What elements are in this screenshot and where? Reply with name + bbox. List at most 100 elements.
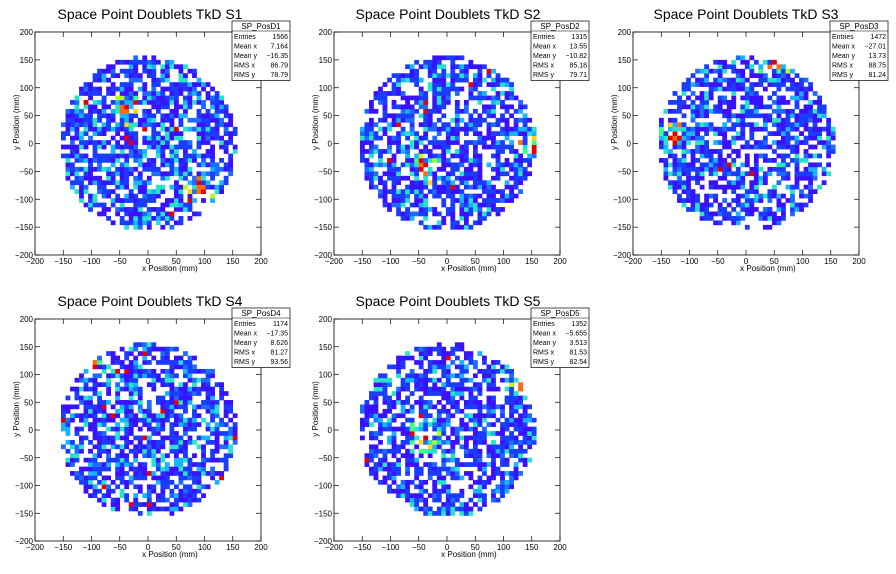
heatmap-cell bbox=[359, 408, 365, 414]
stats-value: 13.73 bbox=[868, 53, 886, 60]
heatmap-cell bbox=[717, 64, 723, 70]
heatmap-cell bbox=[173, 220, 179, 226]
heatmap-cell bbox=[409, 502, 415, 507]
heatmap-cell bbox=[151, 117, 157, 123]
heatmap-cell bbox=[205, 95, 211, 101]
heatmap-cell bbox=[686, 140, 691, 145]
heatmap-cell bbox=[214, 431, 220, 436]
heatmap-cell bbox=[409, 104, 415, 110]
x-tick-label: −200 bbox=[325, 257, 344, 266]
heatmap-cell bbox=[445, 488, 451, 494]
heatmap-cell bbox=[92, 404, 98, 410]
heatmap-cell bbox=[717, 202, 723, 208]
heatmap-cell bbox=[183, 64, 188, 70]
heatmap-cell bbox=[812, 162, 818, 168]
heatmap-cell bbox=[459, 207, 465, 212]
x-tick-label: 150 bbox=[824, 257, 838, 266]
heatmap-cell bbox=[509, 475, 514, 481]
heatmap-cell bbox=[405, 162, 411, 168]
heatmap-cell bbox=[74, 404, 80, 410]
heatmap-cell bbox=[178, 435, 184, 441]
heatmap-cell bbox=[695, 175, 700, 181]
heatmap-cell bbox=[744, 157, 750, 163]
heatmap-cell bbox=[60, 131, 66, 136]
heatmap-cell bbox=[391, 488, 397, 494]
heatmap-cell bbox=[183, 391, 188, 396]
heatmap-cell bbox=[146, 193, 152, 199]
heatmap-cell bbox=[527, 162, 533, 168]
heatmap-cell bbox=[101, 180, 107, 186]
heatmap-cell bbox=[409, 95, 415, 101]
heatmap-cell bbox=[60, 404, 66, 410]
heatmap-cell bbox=[124, 382, 130, 388]
heatmap-cell bbox=[201, 135, 206, 141]
heatmap-cell bbox=[133, 215, 139, 221]
heatmap-cell bbox=[178, 462, 184, 467]
heatmap-cell bbox=[115, 457, 121, 463]
heatmap-cell bbox=[160, 351, 166, 356]
heatmap-cell bbox=[228, 400, 234, 405]
heatmap-cell bbox=[450, 400, 456, 405]
heatmap-cell bbox=[668, 122, 673, 128]
heatmap-cell bbox=[708, 108, 714, 114]
heatmap-cell bbox=[160, 189, 166, 194]
heatmap-cell bbox=[137, 391, 143, 396]
heatmap-cell bbox=[414, 184, 420, 190]
heatmap-cell bbox=[771, 193, 777, 199]
heatmap-cell bbox=[504, 479, 510, 485]
heatmap-cell bbox=[500, 448, 505, 454]
heatmap-cell bbox=[491, 202, 496, 208]
heatmap-cell bbox=[187, 400, 193, 405]
heatmap-cell bbox=[83, 382, 89, 388]
heatmap-cell bbox=[771, 82, 777, 87]
heatmap-cell bbox=[382, 475, 388, 481]
heatmap-cell bbox=[749, 95, 755, 101]
heatmap-cell bbox=[495, 144, 501, 150]
heatmap-cell bbox=[441, 373, 447, 379]
heatmap-cell bbox=[812, 135, 818, 141]
heatmap-cell bbox=[146, 511, 152, 516]
heatmap-cell bbox=[477, 157, 483, 163]
heatmap-cell bbox=[83, 404, 89, 410]
heatmap-cell bbox=[436, 511, 442, 516]
heatmap-cell bbox=[427, 439, 433, 445]
heatmap-cell bbox=[794, 91, 800, 96]
heatmap-cell bbox=[781, 153, 786, 159]
heatmap-cell bbox=[173, 448, 179, 454]
heatmap-cell bbox=[97, 373, 102, 379]
heatmap-cell bbox=[414, 135, 420, 141]
heatmap-cell bbox=[522, 171, 528, 177]
heatmap-cell bbox=[400, 488, 406, 494]
heatmap-cell bbox=[472, 122, 478, 128]
heatmap-cell bbox=[164, 140, 170, 145]
stats-label: RMS x bbox=[533, 63, 555, 70]
heatmap-cell bbox=[400, 493, 406, 499]
heatmap-cell bbox=[686, 193, 691, 199]
heatmap-cell bbox=[65, 431, 71, 436]
heatmap-cell bbox=[472, 417, 478, 423]
heatmap-cell bbox=[518, 131, 524, 136]
heatmap-cell bbox=[762, 86, 768, 92]
heatmap-cell bbox=[173, 484, 179, 490]
heatmap-cell bbox=[767, 113, 773, 119]
heatmap-cell bbox=[106, 466, 112, 472]
heatmap-cell bbox=[785, 153, 791, 159]
heatmap-cell bbox=[97, 108, 102, 114]
heatmap-cell bbox=[785, 122, 791, 128]
heatmap-cell bbox=[119, 215, 125, 221]
heatmap-cell bbox=[436, 431, 442, 436]
heatmap-cell bbox=[704, 202, 710, 208]
heatmap-cell bbox=[128, 68, 134, 74]
heatmap-cell bbox=[486, 82, 492, 87]
heatmap-cell bbox=[749, 166, 755, 172]
heatmap-cell bbox=[762, 140, 768, 145]
heatmap-cell bbox=[454, 175, 460, 181]
heatmap-cell bbox=[79, 193, 84, 199]
heatmap-cell bbox=[472, 144, 478, 150]
heatmap-cell bbox=[477, 493, 483, 499]
heatmap-cell bbox=[681, 131, 687, 136]
heatmap-cell bbox=[101, 126, 107, 132]
heatmap-cell bbox=[405, 108, 411, 114]
heatmap-cell bbox=[472, 386, 478, 392]
heatmap-cell bbox=[409, 417, 415, 423]
